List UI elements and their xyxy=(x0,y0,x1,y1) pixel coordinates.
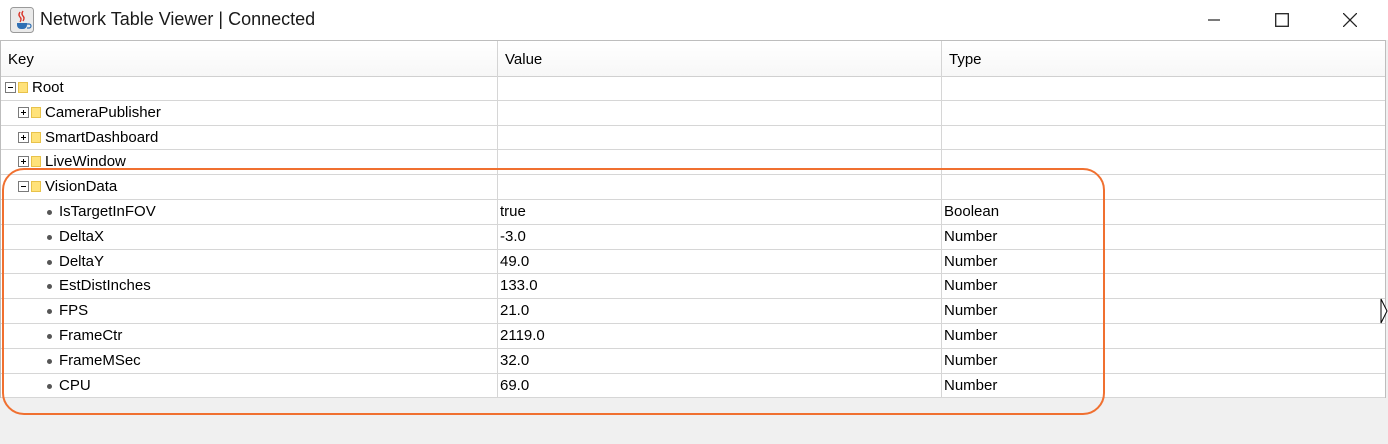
entry-type: Number xyxy=(944,327,998,344)
bullet-icon xyxy=(47,210,52,215)
node-label: VisionData xyxy=(45,178,118,196)
key-cell: FrameMSec xyxy=(1,348,498,373)
entry-key: DeltaY xyxy=(59,252,105,270)
folder-icon xyxy=(31,181,41,193)
entry-type: Number xyxy=(944,302,998,320)
title-bar: Network Table Viewer | Connected xyxy=(0,0,1388,40)
tree-row-folder[interactable]: LiveWindow xyxy=(1,150,1386,176)
value-cell xyxy=(498,76,942,100)
bullet-icon xyxy=(47,383,52,389)
key-cell: CameraPublisher xyxy=(1,100,498,125)
bullet-icon xyxy=(47,358,52,364)
node-label: Root xyxy=(32,79,64,96)
type-cell xyxy=(942,76,1386,100)
bullet-icon xyxy=(47,334,52,339)
key-cell: VisionData xyxy=(1,175,498,199)
entry-type: Number xyxy=(944,351,998,369)
key-cell: LiveWindow xyxy=(1,150,498,175)
resize-cursor-icon xyxy=(1380,298,1388,324)
type-cell xyxy=(942,150,1386,174)
entry-type: Boolean xyxy=(944,203,1000,220)
value-cell xyxy=(498,150,942,175)
entry-type: Number xyxy=(944,376,998,394)
minimize-button[interactable] xyxy=(1180,0,1248,40)
type-cell xyxy=(942,101,1386,125)
network-table[interactable]: Key Value Type Root CameraPublisher Smar… xyxy=(0,40,1386,399)
maximize-icon xyxy=(1275,13,1289,27)
bullet-icon xyxy=(47,284,52,290)
entry-key: DeltaX xyxy=(59,227,105,245)
node-label: LiveWindow xyxy=(45,153,126,171)
entry-type: Number xyxy=(944,227,998,245)
key-cell: IsTargetInFOV xyxy=(1,200,498,224)
type-cell xyxy=(942,126,1386,150)
tree-row-entry[interactable]: FPS 21.0 Number xyxy=(1,299,1385,324)
column-header-type[interactable]: Type xyxy=(949,51,982,68)
key-cell: EstDistInches xyxy=(1,274,498,299)
tree-row-folder[interactable]: VisionData xyxy=(1,175,1385,200)
entry-key: IsTargetInFOV xyxy=(59,203,156,220)
entry-value[interactable]: true xyxy=(498,200,942,224)
key-cell: CPU xyxy=(1,373,498,398)
entry-value[interactable]: 32.0 xyxy=(498,348,942,373)
window-title: Network Table Viewer | Connected xyxy=(40,9,316,29)
minimize-icon xyxy=(1208,19,1220,21)
bullet-icon xyxy=(47,259,52,265)
table-header: Key Value Type xyxy=(1,41,1385,77)
entry-value[interactable]: 49.0 xyxy=(498,249,942,274)
folder-icon xyxy=(31,106,41,118)
entry-value[interactable]: -3.0 xyxy=(498,224,942,249)
tree-row-entry[interactable]: DeltaX -3.0 Number xyxy=(1,224,1385,250)
value-cell xyxy=(498,125,942,150)
expand-icon[interactable] xyxy=(18,106,29,118)
tree-row-entry[interactable]: EstDistInches 133.0 Number xyxy=(1,274,1385,300)
column-header-value[interactable]: Value xyxy=(498,41,942,76)
key-cell: FrameCtr xyxy=(1,324,498,348)
entry-key: FPS xyxy=(59,302,89,320)
key-cell: DeltaX xyxy=(1,224,498,249)
expand-icon[interactable] xyxy=(18,131,29,143)
entry-value[interactable]: 133.0 xyxy=(498,274,942,299)
folder-icon xyxy=(31,156,41,168)
key-cell: Root xyxy=(1,76,498,100)
entry-value[interactable]: 2119.0 xyxy=(498,324,942,348)
entry-key: FrameMSec xyxy=(59,351,141,369)
tree-row-root[interactable]: Root xyxy=(1,76,1385,101)
tree-row-folder[interactable]: CameraPublisher xyxy=(1,100,1386,126)
node-label: SmartDashboard xyxy=(45,128,159,146)
entry-type: Number xyxy=(944,277,998,295)
tree-row-entry[interactable]: CPU 69.0 Number xyxy=(1,373,1385,399)
tree-row-folder[interactable]: SmartDashboard xyxy=(1,125,1386,151)
maximize-button[interactable] xyxy=(1248,0,1316,40)
key-cell: FPS xyxy=(1,299,498,323)
tree-row-entry[interactable]: FrameMSec 32.0 Number xyxy=(1,348,1385,374)
bullet-icon xyxy=(47,309,52,315)
type-cell xyxy=(942,175,1386,199)
entry-value[interactable]: 69.0 xyxy=(498,373,942,398)
bullet-icon xyxy=(47,234,52,240)
value-cell xyxy=(498,175,942,199)
column-header-key[interactable]: Key xyxy=(1,41,498,76)
collapse-icon[interactable] xyxy=(18,181,29,193)
java-coffee-cup-icon xyxy=(10,7,34,33)
entry-key: FrameCtr xyxy=(59,327,123,344)
entry-type: Number xyxy=(944,252,998,270)
entry-key: CPU xyxy=(59,376,91,394)
close-icon xyxy=(1343,13,1357,27)
tree-row-entry[interactable]: FrameCtr 2119.0 Number xyxy=(1,324,1385,349)
node-label: CameraPublisher xyxy=(45,103,161,121)
close-button[interactable] xyxy=(1316,0,1384,40)
tree-row-entry[interactable]: IsTargetInFOV true Boolean xyxy=(1,200,1385,225)
value-cell xyxy=(498,100,942,125)
key-cell: DeltaY xyxy=(1,249,498,274)
expand-icon[interactable] xyxy=(18,156,29,168)
folder-icon xyxy=(18,82,28,93)
tree-row-entry[interactable]: DeltaY 49.0 Number xyxy=(1,249,1385,275)
key-cell: SmartDashboard xyxy=(1,125,498,150)
entry-value[interactable]: 21.0 xyxy=(498,299,942,323)
collapse-icon[interactable] xyxy=(5,82,16,93)
entry-key: EstDistInches xyxy=(59,277,151,295)
folder-icon xyxy=(31,131,41,143)
